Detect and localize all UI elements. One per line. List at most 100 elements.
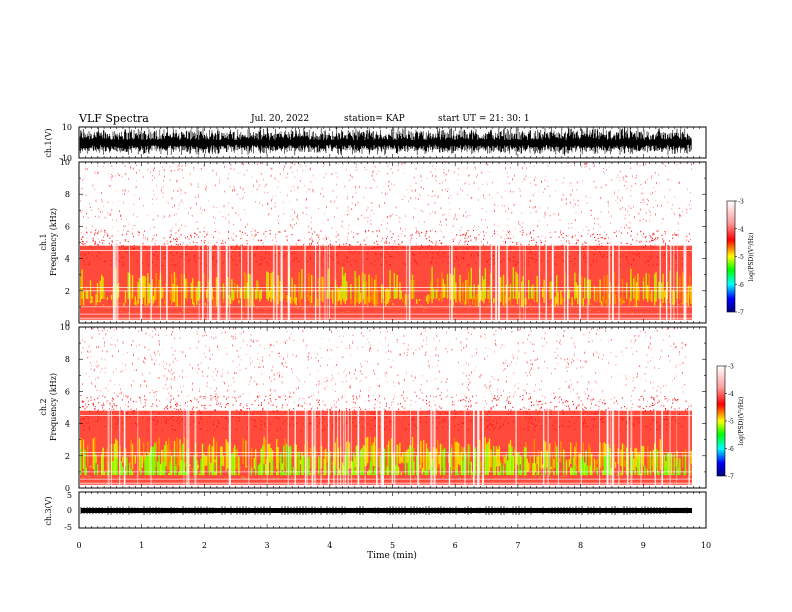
spectrogram-cell bbox=[246, 234, 248, 236]
spectrogram-cell bbox=[372, 291, 374, 305]
spectrogram-cell bbox=[219, 182, 221, 184]
spectrogram-cell bbox=[182, 242, 184, 245]
spectrogram-cell bbox=[154, 235, 155, 237]
spectrogram-cell bbox=[81, 339, 83, 341]
spectrogram-cell bbox=[488, 250, 490, 253]
spectrogram-cell bbox=[576, 367, 578, 370]
spectrogram-cell bbox=[147, 441, 149, 463]
spectrogram-cell bbox=[623, 185, 625, 187]
spectrogram-cell bbox=[336, 176, 338, 179]
spectrogram-cell bbox=[306, 344, 308, 347]
spectrogram-cell bbox=[653, 238, 655, 241]
spectrogram-cell bbox=[467, 248, 469, 250]
spectrogram-cell bbox=[120, 475, 122, 476]
spectrogram-cell bbox=[528, 257, 530, 259]
spectrogram-cell bbox=[426, 336, 428, 339]
spectrogram-cell bbox=[114, 344, 116, 346]
spectrogram-gap bbox=[497, 163, 500, 322]
spectrogram-cell bbox=[102, 447, 104, 476]
spectrogram-cell bbox=[94, 241, 96, 245]
spectrogram-cell bbox=[185, 471, 187, 476]
spectrogram-cell bbox=[671, 207, 673, 210]
spectrogram-cell bbox=[647, 285, 649, 302]
spectrogram-cell bbox=[573, 360, 575, 362]
spectrogram-cell bbox=[217, 472, 219, 473]
spectrogram-cell bbox=[446, 274, 449, 299]
spectrogram-cell bbox=[436, 245, 438, 247]
spectrogram-cell bbox=[476, 252, 478, 255]
spectrogram-cell bbox=[569, 386, 570, 389]
spectrogram-gap bbox=[326, 163, 328, 322]
spectrogram-cell bbox=[302, 308, 304, 309]
spectrogram-cell bbox=[544, 240, 546, 243]
spectrogram-cell bbox=[680, 249, 682, 251]
spectrogram-cell bbox=[506, 376, 508, 378]
spectrogram-cell bbox=[111, 240, 113, 242]
spectrogram-cell bbox=[238, 397, 239, 398]
spectrogram-cell bbox=[662, 241, 664, 244]
spectrogram-cell bbox=[391, 239, 392, 241]
spectrogram-cell bbox=[368, 396, 369, 399]
spectrogram-cell bbox=[401, 242, 402, 244]
spectrogram-cell bbox=[464, 182, 465, 185]
spectrogram-cell bbox=[218, 402, 219, 405]
spectrogram-cell bbox=[185, 192, 186, 194]
spectrogram-cell bbox=[338, 262, 340, 264]
spectrogram-cell bbox=[213, 264, 215, 266]
spectrogram-cell bbox=[652, 187, 654, 188]
spectrogram-cell bbox=[224, 477, 226, 478]
spectrogram-cell bbox=[166, 362, 167, 365]
spectrogram-cell bbox=[90, 206, 91, 209]
spectrogram-cell bbox=[504, 205, 506, 207]
spectrogram-cell bbox=[386, 228, 388, 230]
spectrogram-cell bbox=[233, 168, 235, 171]
spectrogram-cell bbox=[214, 309, 216, 310]
spectrogram-cell bbox=[173, 190, 174, 192]
spectrogram-cell bbox=[89, 261, 90, 263]
spectrogram-cell bbox=[92, 240, 94, 242]
spectrogram-cell bbox=[509, 237, 511, 239]
spectrogram-cell bbox=[382, 254, 384, 256]
spectrogram-cell bbox=[152, 330, 153, 332]
spectrogram-gap bbox=[117, 163, 119, 322]
spectrogram-cell bbox=[659, 358, 660, 361]
spectrogram-cell bbox=[624, 209, 626, 211]
spectrogram-cell bbox=[638, 253, 640, 255]
spectrogram-cell bbox=[424, 330, 426, 332]
spectrogram-cell bbox=[282, 168, 284, 171]
spectrogram-cell bbox=[486, 211, 487, 213]
spectrogram-cell bbox=[206, 234, 208, 236]
spectrogram-cell bbox=[617, 201, 619, 204]
spectrogram-cell bbox=[115, 329, 117, 331]
spectrogram-cell bbox=[159, 400, 161, 402]
spectrogram-cell bbox=[284, 230, 286, 232]
spectrogram-cell bbox=[544, 313, 547, 314]
spectrogram-cell bbox=[173, 379, 175, 381]
spectrogram-cell bbox=[511, 211, 513, 214]
spectrogram-cell bbox=[419, 248, 421, 250]
spectrogram-cell bbox=[260, 239, 262, 241]
spectrogram-cell bbox=[116, 201, 118, 203]
spectrogram-cell bbox=[526, 392, 527, 395]
spectrogram-cell bbox=[227, 371, 229, 374]
spectrogram-cell bbox=[309, 238, 311, 240]
spectrogram-cell bbox=[366, 376, 367, 378]
spectrogram-cell bbox=[186, 278, 188, 302]
spectrogram-cell bbox=[238, 214, 240, 216]
spectrogram-cell bbox=[641, 308, 643, 310]
spectrogram-cell bbox=[232, 207, 234, 209]
spectrogram-cell bbox=[584, 352, 586, 354]
spectrogram-cell bbox=[338, 398, 339, 401]
spectrogram-cell bbox=[222, 381, 224, 383]
spectrogram-cell bbox=[322, 249, 324, 251]
spectrogram-cell bbox=[468, 174, 469, 177]
spectrogram-cell bbox=[301, 269, 303, 299]
spectrogram-cell bbox=[487, 261, 489, 263]
spectrogram-cell bbox=[487, 259, 489, 261]
spectrogram-cell bbox=[447, 351, 448, 353]
spectrogram-cell bbox=[126, 302, 128, 303]
spectrogram-cell bbox=[453, 313, 456, 314]
spectrogram-cell bbox=[595, 187, 597, 189]
spectrogram-cell bbox=[224, 241, 226, 243]
spectrogram-cell bbox=[135, 186, 137, 189]
